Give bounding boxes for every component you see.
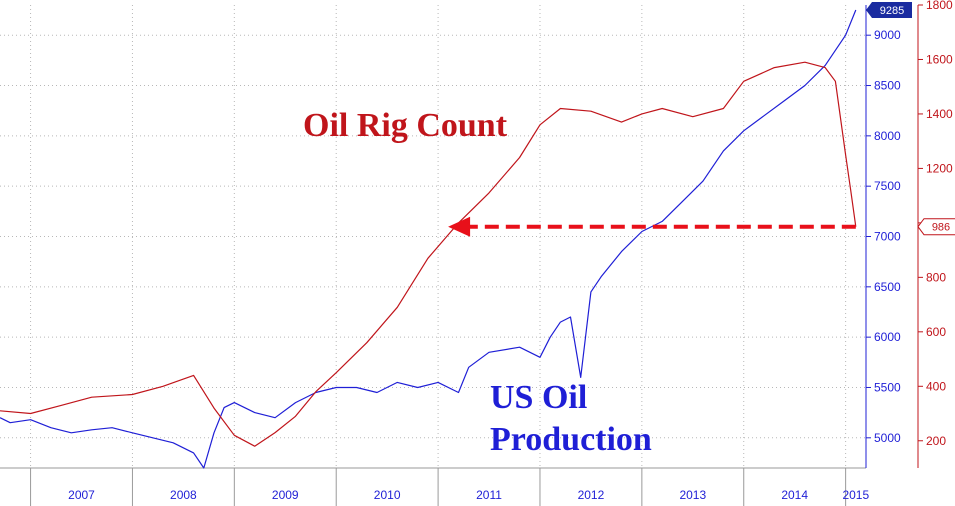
y-tick-label-rigcount: 1400 — [926, 107, 953, 121]
y-tick-label-rigcount: 200 — [926, 434, 946, 448]
y-tick-label-rigcount: 1800 — [926, 0, 953, 12]
y-tick-label-rigcount: 400 — [926, 379, 946, 393]
x-tick-label: 2012 — [578, 488, 605, 502]
y-tick-label-production: 6500 — [874, 280, 901, 294]
x-tick-label: 2013 — [679, 488, 706, 502]
y-tick-label-production: 8000 — [874, 129, 901, 143]
y-tick-label-production: 5500 — [874, 380, 901, 394]
x-tick-label: 2007 — [68, 488, 95, 502]
arrow-head — [448, 216, 471, 237]
y-tick-label-rigcount: 1600 — [926, 52, 953, 66]
rig-count-line — [0, 61, 857, 447]
rig-count-annotation: Oil Rig Count — [303, 107, 508, 144]
y-tick-label-rigcount: 800 — [926, 270, 946, 284]
y-tick-label-rigcount: 600 — [926, 325, 946, 339]
x-tick-label: 2015 — [842, 488, 869, 502]
rigcount-last-value-label: 986 — [932, 222, 950, 234]
x-tick-label: 2008 — [170, 488, 197, 502]
y-tick-label-production: 9000 — [874, 28, 901, 42]
y-tick-label-rigcount: 1200 — [926, 161, 953, 175]
rigcount-last-value-badge — [917, 218, 955, 236]
oil-production-line — [0, 9, 857, 469]
y-tick-label-production: 7500 — [874, 179, 901, 193]
production-last-value-badge — [866, 2, 912, 19]
x-tick-label: 2010 — [374, 488, 401, 502]
x-tick-label: 2011 — [476, 488, 502, 502]
y-tick-label-production: 8500 — [874, 79, 901, 93]
y-tick-label-production: 5000 — [874, 431, 901, 445]
x-tick-label: 2014 — [781, 488, 808, 502]
production-last-value-label: 9285 — [880, 5, 904, 17]
y-tick-label-production: 6000 — [874, 330, 901, 344]
y-tick-label-production: 7000 — [874, 230, 901, 244]
production-annotation-line2: Production — [490, 421, 652, 458]
production-annotation-line1: US Oil — [490, 379, 587, 416]
x-tick-label: 2009 — [272, 488, 299, 502]
